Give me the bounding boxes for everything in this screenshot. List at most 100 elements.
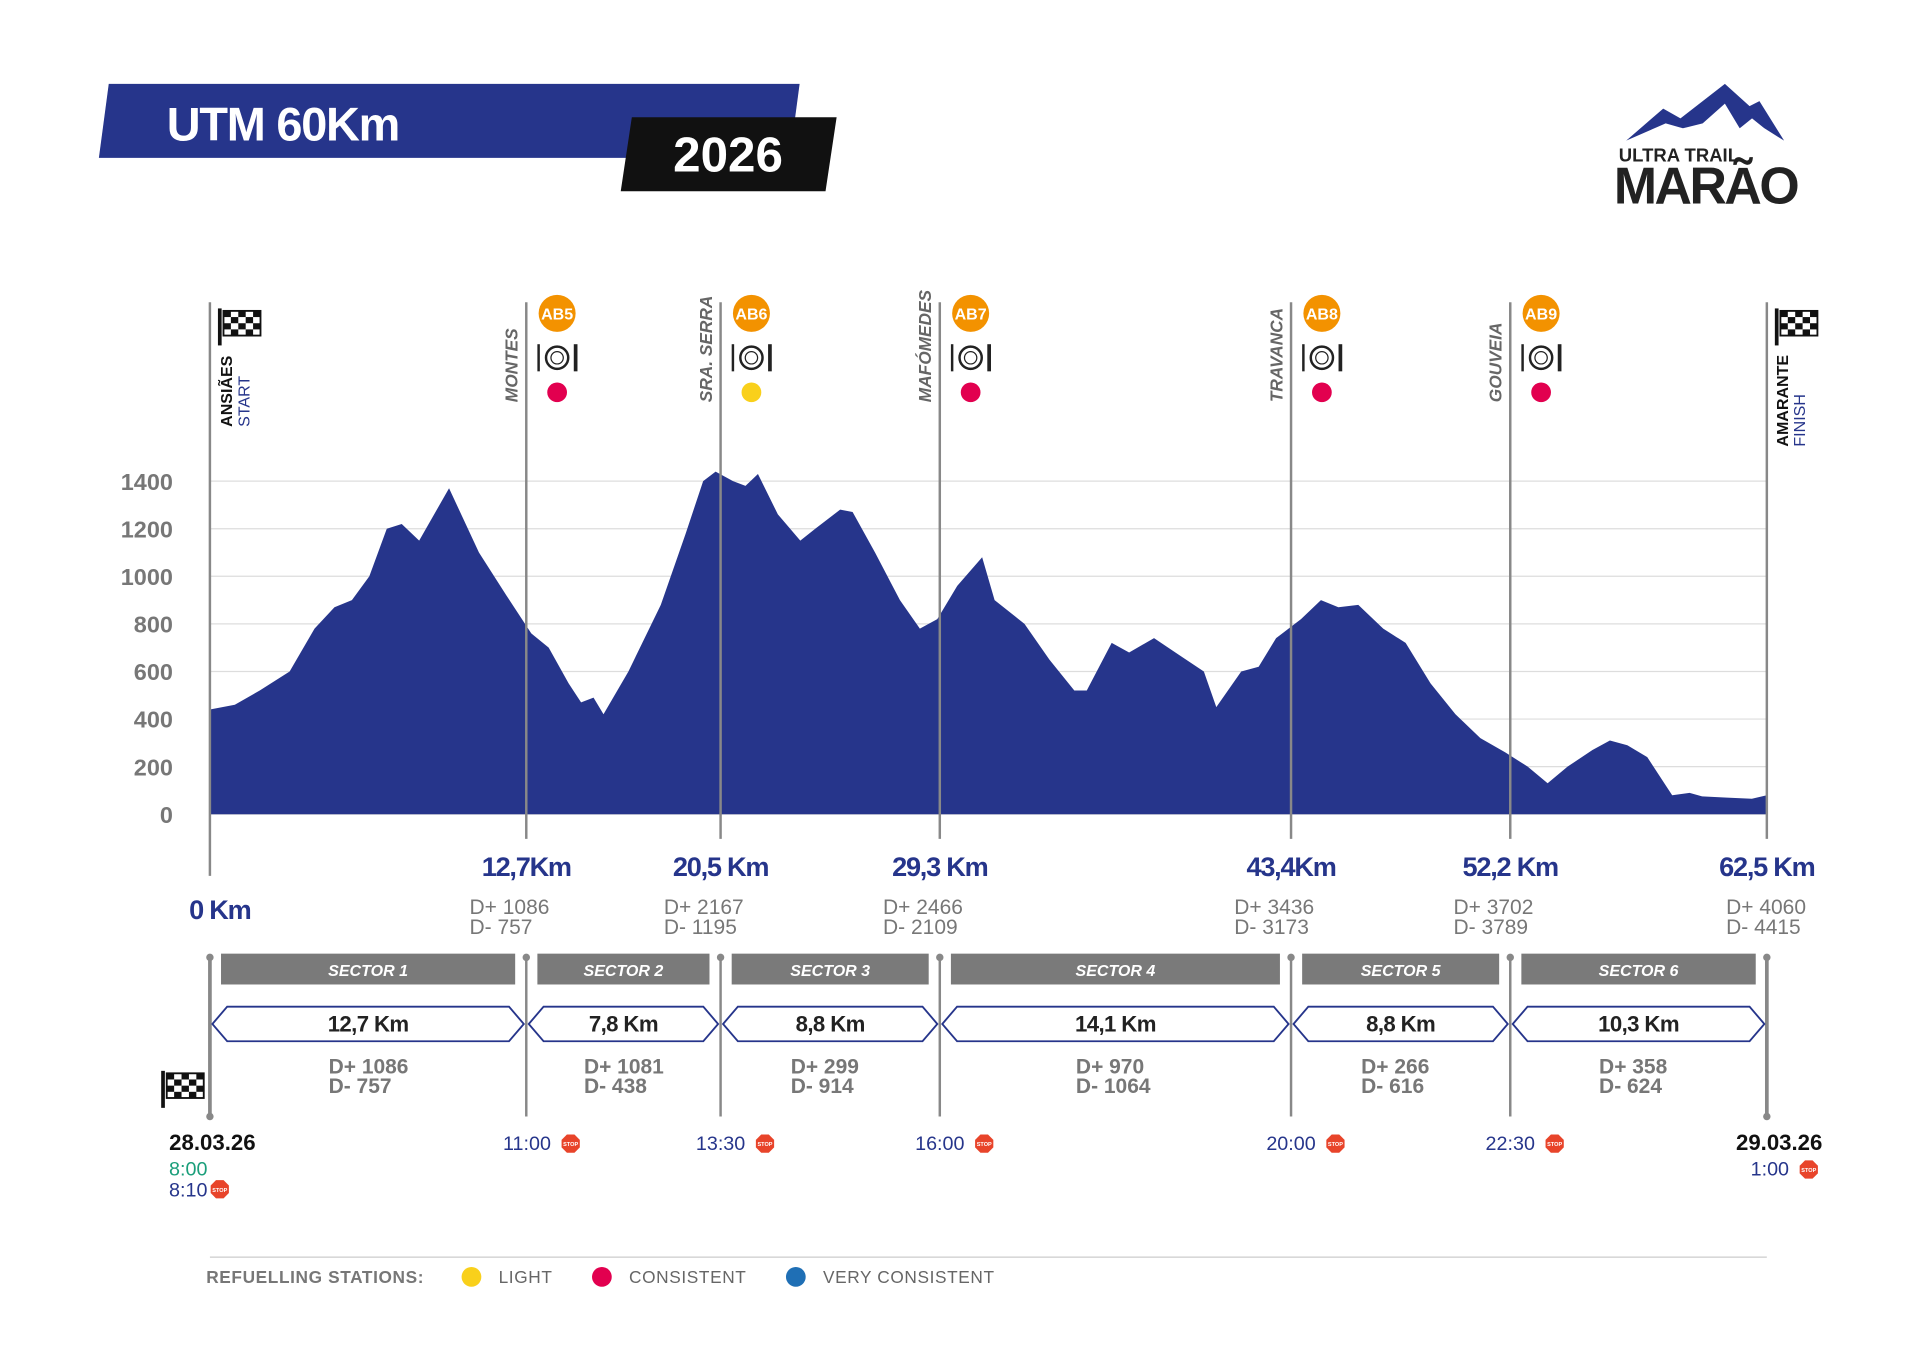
d-plus: D+ 1081	[584, 1055, 664, 1078]
y-tick-label: 800	[134, 612, 173, 638]
d-minus: D- 616	[1361, 1075, 1424, 1098]
km-label: 20,5 Km	[673, 851, 769, 882]
logo-text: MARÃO	[1614, 157, 1798, 215]
checkpoint-name: MONTES	[502, 328, 522, 402]
flag-square	[196, 1073, 204, 1080]
stop-octagon	[1326, 1134, 1345, 1153]
refuel-dot	[1531, 382, 1551, 403]
stop-icon: STOP	[1326, 1134, 1345, 1153]
d-plus: D+ 358	[1599, 1055, 1668, 1078]
d-plus: D+ 3702	[1454, 896, 1534, 919]
sector-name: SECTOR 3	[790, 962, 870, 980]
legend-label: LIGHT	[499, 1267, 553, 1287]
finish-date: 29.03.26	[1736, 1130, 1822, 1155]
stop-icon: STOP	[975, 1134, 994, 1153]
stop-icon: STOP	[210, 1180, 229, 1199]
d-minus: D- 757	[470, 916, 533, 939]
d-plus: D+ 299	[791, 1055, 859, 1078]
d-minus: D- 624	[1599, 1075, 1662, 1098]
d-minus: D- 3173	[1234, 916, 1309, 939]
plate-inner	[963, 350, 978, 365]
start-date: 28.03.26	[169, 1130, 255, 1155]
station-label: AB7	[955, 306, 987, 324]
flag-square	[166, 1085, 175, 1092]
plate	[544, 345, 570, 371]
cutoff-time: 13:30	[696, 1133, 745, 1155]
station-label: AB9	[1525, 306, 1557, 324]
divider-dot	[936, 953, 944, 962]
sector-arrow	[211, 1005, 526, 1043]
legend-swatch	[461, 1267, 482, 1287]
stop-text: STOP	[1547, 1142, 1562, 1148]
cutoff-time: 8:10	[169, 1180, 207, 1202]
flag-icon	[161, 1070, 205, 1108]
stop-text: STOP	[563, 1142, 578, 1148]
stop-octagon	[561, 1134, 580, 1153]
d-minus: D- 3789	[1454, 916, 1529, 939]
start-time: 8:00	[169, 1159, 207, 1181]
sector-arrow	[721, 1005, 939, 1043]
title-banner	[98, 83, 800, 158]
sector-name: SECTOR 1	[328, 962, 408, 980]
flag-square	[253, 323, 261, 330]
km-label: 0 Km	[189, 894, 251, 925]
stop-octagon	[755, 1134, 775, 1153]
title: UTM 60Km	[167, 99, 399, 151]
divider-dot	[1763, 1112, 1771, 1121]
flag-outline	[222, 309, 262, 337]
finish-name: AMARANTE	[1774, 355, 1792, 447]
stop-icon: STOP	[1545, 1134, 1564, 1153]
sector-distance: 14,1 Km	[1075, 1011, 1156, 1036]
station-label: AB5	[541, 306, 573, 324]
divider-dot	[206, 953, 214, 962]
flag-square	[238, 323, 246, 330]
divider-dot	[206, 1112, 214, 1121]
flag-square	[188, 1091, 197, 1098]
d-minus: D- 757	[329, 1075, 392, 1098]
cutoff-time: 22:30	[1486, 1133, 1535, 1155]
station-label: AB6	[735, 306, 767, 324]
logo-text: ULTRA TRAIL	[1619, 145, 1739, 166]
stop-octagon	[210, 1180, 229, 1199]
stop-text: STOP	[1801, 1168, 1816, 1174]
flag-square	[245, 329, 254, 336]
station-label: AB8	[1306, 306, 1338, 324]
sector-arrow	[1511, 1005, 1766, 1043]
refuel-dot	[741, 382, 762, 403]
legend-label: CONSISTENT	[629, 1267, 746, 1287]
cutoff-time: 16:00	[915, 1133, 964, 1155]
start-sub: START	[235, 376, 253, 427]
checkpoint-name: GOUVEIA	[1486, 323, 1506, 403]
sector-header	[1302, 953, 1500, 985]
d-minus: D- 4415	[1726, 916, 1801, 939]
flag-square	[223, 310, 231, 318]
d-plus: D+ 970	[1076, 1055, 1144, 1078]
stop-octagon	[1799, 1160, 1818, 1179]
stop-text: STOP	[1328, 1142, 1343, 1148]
flag-icon	[1774, 308, 1819, 346]
stop-icon: STOP	[755, 1134, 775, 1153]
divider-dot	[716, 953, 725, 962]
divider-dot	[1763, 953, 1771, 962]
km-label: 43,4Km	[1246, 851, 1335, 882]
checkpoint-name: SRA. SERRA	[696, 296, 716, 402]
flag-square	[1802, 317, 1811, 324]
plate	[739, 345, 764, 371]
plate-inner	[550, 350, 564, 365]
sector-distance: 7,8 Km	[589, 1011, 658, 1036]
stop-text: STOP	[757, 1142, 772, 1148]
station-badge	[1522, 294, 1560, 332]
flag-square	[230, 317, 239, 324]
sector-distance: 8,8 Km	[796, 1011, 865, 1036]
refuel-dot	[960, 382, 981, 403]
flag-outline	[1779, 309, 1819, 337]
flag-square	[1795, 310, 1803, 318]
flag-square	[181, 1085, 189, 1092]
divider-dot	[1287, 953, 1295, 962]
y-tick-label: 200	[134, 754, 173, 780]
plate-inner	[744, 350, 759, 365]
plate	[958, 345, 983, 371]
stop-text: STOP	[977, 1142, 992, 1148]
sector-arrow	[941, 1005, 1290, 1043]
